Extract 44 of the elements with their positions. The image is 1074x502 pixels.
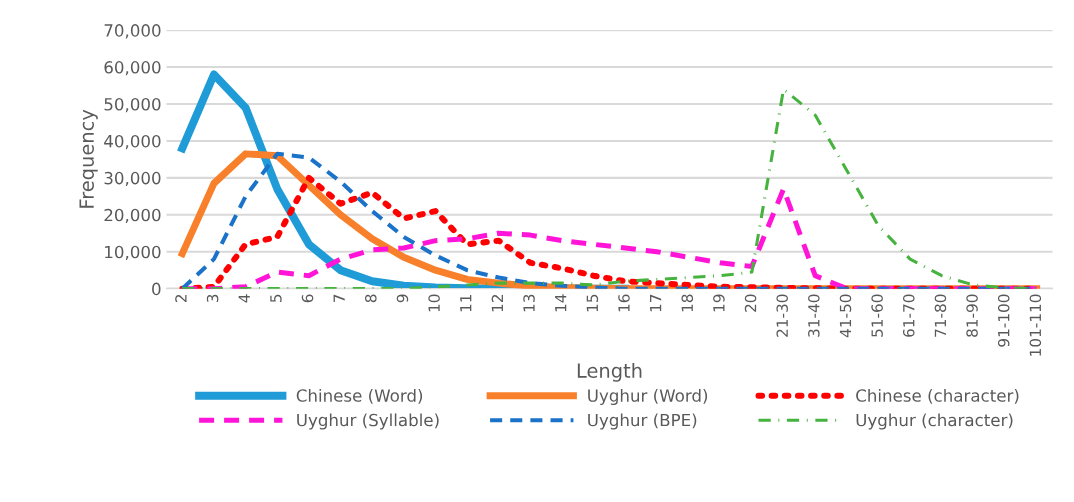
x-tick-label: 20 — [744, 294, 757, 312]
x-tick-label: 9 — [396, 294, 409, 303]
x-tick-label: 7 — [333, 294, 345, 302]
y-tick-label: 40,000 — [104, 134, 161, 150]
x-tick-label: 91-100 — [997, 294, 1010, 347]
x-tick-label: 17 — [650, 294, 662, 312]
y-tick-label: 20,000 — [104, 208, 161, 224]
y-tick-label: 10,000 — [105, 245, 161, 260]
x-axis-title: Length — [577, 362, 642, 382]
x-tick-label: 13 — [523, 294, 535, 312]
x-tick-label: 15 — [586, 294, 599, 312]
y-tick-label: 70,000 — [104, 24, 161, 39]
x-tick-label: 41-50 — [839, 294, 852, 338]
x-tick-label: 51-60 — [871, 294, 883, 337]
x-tick-label: 19 — [713, 294, 725, 312]
x-tick-label: 61-70 — [903, 294, 915, 337]
x-tick-label: 3 — [206, 294, 219, 303]
x-tick-label: 101-110 — [1029, 294, 1042, 356]
x-tick-label: 6 — [301, 294, 314, 303]
legend-label: Chinese (character) — [856, 388, 1019, 404]
legend-label: Uyghur (Word) — [588, 388, 708, 406]
legend-label: Uyghur (BPE) — [588, 413, 697, 430]
x-tick-label: 81-90 — [966, 294, 978, 337]
x-tick-label: 8 — [365, 294, 377, 303]
legend-label: Uyghur (Syllable) — [297, 413, 439, 430]
x-tick-label: 16 — [618, 294, 630, 312]
y-tick-label: 30,000 — [104, 171, 161, 187]
x-tick-label: 31-40 — [808, 294, 820, 337]
y-axis-title: Frequency — [79, 109, 98, 208]
x-tick-label: 5 — [270, 294, 282, 303]
x-tick-label: 14 — [555, 294, 567, 312]
x-tick-label: 18 — [681, 294, 694, 312]
x-tick-label: 71-80 — [934, 294, 947, 337]
x-tick-label: 12 — [491, 295, 503, 312]
y-tick-label: 60,000 — [104, 61, 161, 76]
y-tick-label: 50,000 — [104, 97, 161, 113]
x-tick-label: 10 — [428, 294, 440, 312]
x-tick-label: 21-30 — [776, 294, 788, 337]
y-tick-label: 0 — [152, 282, 161, 296]
x-tick-label: 11 — [460, 294, 472, 312]
legend-label: Uyghur (character) — [856, 413, 1013, 430]
x-tick-label: 2 — [175, 295, 187, 303]
legend-label: Chinese (Word) — [296, 388, 423, 404]
x-tick-label: 4 — [238, 294, 250, 303]
